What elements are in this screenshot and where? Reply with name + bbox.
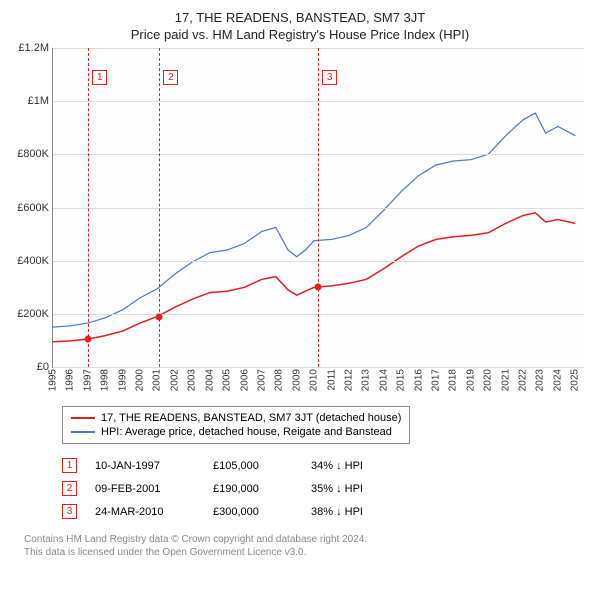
event-marker-box: 3 — [322, 70, 337, 85]
x-axis-label: 2011 — [326, 369, 337, 391]
x-axis-label: 2005 — [222, 369, 233, 391]
x-axis-label: 2009 — [291, 369, 302, 391]
x-axis-label: 2010 — [309, 369, 320, 391]
event-row: 1 10-JAN-1997 £105,000 34% ↓ HPI — [62, 454, 590, 477]
event-price: £105,000 — [213, 460, 293, 472]
title-address: 17, THE READENS, BANSTEAD, SM7 3JT — [10, 10, 590, 25]
event-price: £190,000 — [213, 483, 293, 495]
event-vline — [88, 48, 89, 367]
event-delta: 34% ↓ HPI — [311, 460, 363, 472]
y-axis-label: £1M — [28, 95, 49, 107]
x-axis-label: 2012 — [343, 369, 354, 391]
event-vline — [318, 48, 319, 367]
event-row: 2 09-FEB-2001 £190,000 35% ↓ HPI — [62, 477, 590, 500]
event-delta: 38% ↓ HPI — [311, 506, 363, 518]
legend-row: HPI: Average price, detached house, Reig… — [71, 425, 401, 439]
event-id-box: 2 — [62, 481, 77, 496]
y-axis-label: £1.2M — [18, 42, 49, 54]
x-axis-label: 2024 — [552, 369, 563, 391]
x-axis-label: 2015 — [396, 369, 407, 391]
x-axis-label: 2025 — [570, 369, 581, 391]
x-axis-label: 1998 — [100, 369, 111, 391]
y-axis-label: £800K — [17, 148, 49, 160]
event-point — [315, 284, 322, 291]
chart-plot-area: £0£200K£400K£600K£800K£1M£1.2M1995199619… — [52, 48, 584, 368]
event-marker-box: 2 — [163, 70, 178, 85]
x-axis-label: 2022 — [518, 369, 529, 391]
legend-swatch — [71, 417, 95, 419]
x-axis-label: 2019 — [465, 369, 476, 391]
x-axis-label: 2003 — [187, 369, 198, 391]
event-delta: 35% ↓ HPI — [311, 483, 363, 495]
x-axis-label: 2001 — [152, 369, 163, 391]
event-marker-box: 1 — [92, 70, 107, 85]
footer-line-2: This data is licensed under the Open Gov… — [24, 546, 590, 559]
y-axis-label: £600K — [17, 202, 49, 214]
legend-swatch — [71, 431, 95, 433]
legend-row: 17, THE READENS, BANSTEAD, SM7 3JT (deta… — [71, 411, 401, 425]
x-axis-label: 2020 — [483, 369, 494, 391]
x-axis-label: 2016 — [413, 369, 424, 391]
x-axis-label: 1997 — [82, 369, 93, 391]
x-axis-label: 1995 — [48, 369, 59, 391]
x-axis-label: 2007 — [256, 369, 267, 391]
chart-container: 17, THE READENS, BANSTEAD, SM7 3JT Price… — [0, 0, 600, 563]
x-axis-label: 1999 — [117, 369, 128, 391]
event-price: £300,000 — [213, 506, 293, 518]
x-axis-label: 2013 — [361, 369, 372, 391]
x-axis-label: 2021 — [500, 369, 511, 391]
x-axis-label: 1996 — [65, 369, 76, 391]
y-gridline — [53, 367, 584, 368]
x-axis-label: 2014 — [378, 369, 389, 391]
event-point — [85, 336, 92, 343]
x-axis-label: 2000 — [135, 369, 146, 391]
x-axis-label: 2002 — [169, 369, 180, 391]
x-axis-label: 2006 — [239, 369, 250, 391]
title-block: 17, THE READENS, BANSTEAD, SM7 3JT Price… — [10, 10, 590, 42]
event-row: 3 24-MAR-2010 £300,000 38% ↓ HPI — [62, 500, 590, 523]
event-date: 09-FEB-2001 — [95, 483, 195, 495]
legend-label: HPI: Average price, detached house, Reig… — [101, 426, 392, 438]
event-point — [156, 313, 163, 320]
y-axis-label: £200K — [17, 308, 49, 320]
event-id-box: 1 — [62, 458, 77, 473]
footer-line-1: Contains HM Land Registry data © Crown c… — [24, 533, 590, 546]
event-date: 10-JAN-1997 — [95, 460, 195, 472]
events-table: 1 10-JAN-1997 £105,000 34% ↓ HPI 2 09-FEB-200… — [62, 454, 590, 523]
event-date: 24-MAR-2010 — [95, 506, 195, 518]
series-line — [53, 113, 575, 327]
legend-box: 17, THE READENS, BANSTEAD, SM7 3JT (deta… — [62, 406, 410, 444]
event-id-box: 3 — [62, 504, 77, 519]
x-axis-label: 2008 — [274, 369, 285, 391]
footer-attribution: Contains HM Land Registry data © Crown c… — [24, 533, 590, 559]
x-axis-label: 2018 — [448, 369, 459, 391]
y-axis-label: £400K — [17, 255, 49, 267]
x-axis-label: 2004 — [204, 369, 215, 391]
title-subtitle: Price paid vs. HM Land Registry's House … — [10, 27, 590, 42]
x-axis-label: 2017 — [431, 369, 442, 391]
legend-label: 17, THE READENS, BANSTEAD, SM7 3JT (deta… — [101, 412, 401, 424]
series-line — [53, 213, 575, 342]
x-axis-label: 2023 — [535, 369, 546, 391]
